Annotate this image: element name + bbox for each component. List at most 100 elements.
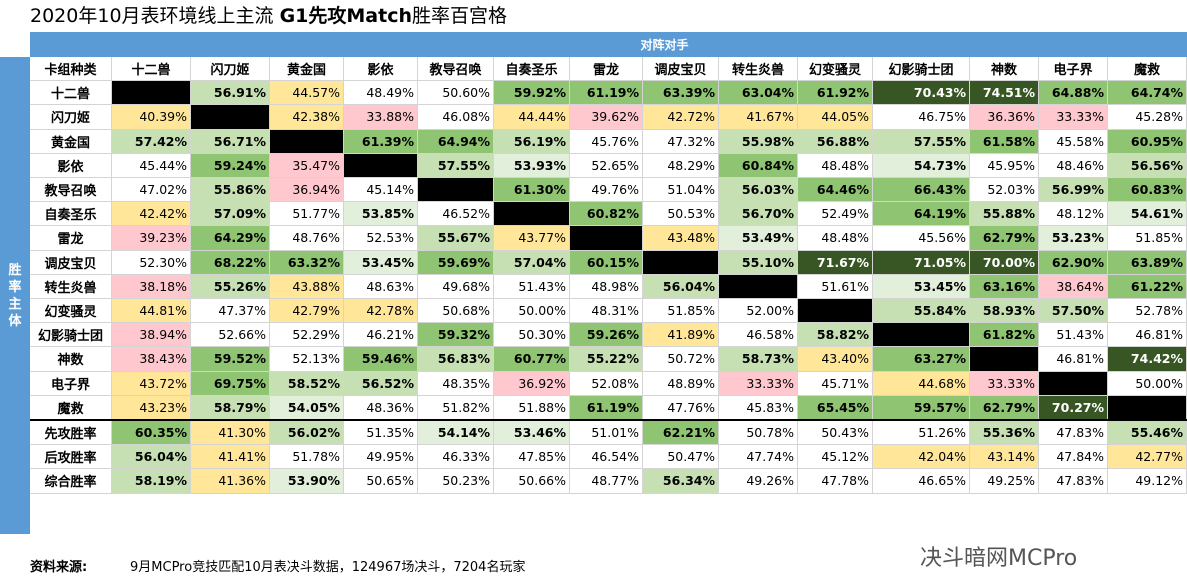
summary-cell: 50.43% <box>798 421 873 446</box>
winrate-cell: 63.39% <box>643 81 719 106</box>
column-header: 教导召唤 <box>418 57 494 82</box>
row-header: 调皮宝贝 <box>30 250 112 275</box>
winrate-cell: 46.81% <box>1039 347 1108 372</box>
summary-cell: 41.36% <box>191 469 270 494</box>
winrate-cell: 48.63% <box>344 274 418 299</box>
winrate-cell: 43.88% <box>270 274 344 299</box>
winrate-cell: 61.22% <box>1108 274 1187 299</box>
title-suffix: 胜率百宫格 <box>412 5 508 27</box>
winrate-cell: 56.70% <box>719 202 798 227</box>
footer-label: 资料来源: <box>30 560 88 575</box>
winrate-cell: 59.92% <box>494 81 570 106</box>
winrate-cell: 60.15% <box>570 250 643 275</box>
winrate-cell: 52.30% <box>112 250 191 275</box>
winrate-cell: 52.78% <box>1108 299 1187 324</box>
winrate-cell: 46.75% <box>873 105 970 130</box>
summary-cell: 49.26% <box>719 469 798 494</box>
winrate-cell: 47.37% <box>191 299 270 324</box>
winrate-cell: 53.49% <box>719 226 798 251</box>
winrate-cell: 59.24% <box>191 153 270 178</box>
winrate-cell: 43.48% <box>643 226 719 251</box>
winrate-cell: 42.42% <box>112 202 191 227</box>
summary-cell: 56.34% <box>643 469 719 494</box>
winrate-cell: 45.58% <box>1039 129 1108 154</box>
winrate-cell: 63.89% <box>1108 250 1187 275</box>
winrate-cell: 35.47% <box>270 153 344 178</box>
row-header: 十二兽 <box>30 81 112 106</box>
summary-cell: 51.01% <box>570 421 643 446</box>
winrate-cell: 59.32% <box>418 323 494 348</box>
summary-cell: 50.66% <box>494 469 570 494</box>
winrate-cell: 58.79% <box>191 395 270 420</box>
summary-cell: 55.36% <box>970 421 1039 446</box>
winrate-cell: 63.32% <box>270 250 344 275</box>
top-header-opponent: 对阵对手 <box>142 32 1187 57</box>
winrate-cell: 63.27% <box>873 347 970 372</box>
winrate-cell: 56.19% <box>494 129 570 154</box>
winrate-cell: 61.19% <box>570 395 643 420</box>
winrate-cell: 71.05% <box>873 250 970 275</box>
winrate-cell: 55.98% <box>719 129 798 154</box>
winrate-cell: 53.85% <box>344 202 418 227</box>
winrate-cell: 51.85% <box>643 299 719 324</box>
diagonal-cell <box>112 81 191 106</box>
winrate-cell: 48.98% <box>570 274 643 299</box>
winrate-cell: 41.89% <box>643 323 719 348</box>
winrate-cell: 51.04% <box>643 178 719 203</box>
summary-cell: 56.02% <box>270 421 344 446</box>
winrate-cell: 60.95% <box>1108 129 1187 154</box>
chart-title: 2020年10月表环境线上主流 G1先攻Match胜率百宫格 <box>30 0 1187 32</box>
winrate-cell: 44.81% <box>112 299 191 324</box>
summary-cell: 41.41% <box>191 445 270 470</box>
summary-cell: 51.26% <box>873 421 970 446</box>
winrate-cell: 68.22% <box>191 250 270 275</box>
side-header: 胜 率 主 体 <box>0 57 30 534</box>
summary-cell: 62.21% <box>643 421 719 446</box>
winrate-cell: 50.68% <box>418 299 494 324</box>
winrate-cell: 46.21% <box>344 323 418 348</box>
summary-cell: 46.65% <box>873 469 970 494</box>
winrate-cell: 59.69% <box>418 250 494 275</box>
row-header: 影依 <box>30 153 112 178</box>
winrate-cell: 47.76% <box>643 395 719 420</box>
winrate-cell: 59.46% <box>344 347 418 372</box>
summary-cell: 60.35% <box>112 421 191 446</box>
title-bold: G1先攻Match <box>279 5 412 27</box>
winrate-cell: 51.85% <box>1108 226 1187 251</box>
summary-cell: 51.78% <box>270 445 344 470</box>
side-header-char: 胜 <box>8 262 22 278</box>
summary-cell: 47.85% <box>494 445 570 470</box>
winrate-cell: 45.44% <box>112 153 191 178</box>
winrate-cell: 39.23% <box>112 226 191 251</box>
column-header: 转生炎兽 <box>719 57 798 82</box>
winrate-cell: 55.88% <box>970 202 1039 227</box>
diagonal-cell <box>570 226 643 251</box>
winrate-cell: 56.03% <box>719 178 798 203</box>
winrate-grid: 对阵对手 卡组种类 十二兽 闪刀姬 黄金国 影依 教导召唤 自奏圣乐 雷龙 调皮宝贝 转生炎兽 幻变… <box>30 32 1187 542</box>
winrate-cell: 60.84% <box>719 153 798 178</box>
summary-cell: 50.47% <box>643 445 719 470</box>
summary-cell: 49.25% <box>970 469 1039 494</box>
winrate-cell: 56.91% <box>191 81 270 106</box>
winrate-cell: 55.26% <box>191 274 270 299</box>
winrate-cell: 49.76% <box>570 178 643 203</box>
winrate-cell: 38.18% <box>112 274 191 299</box>
winrate-cell: 64.88% <box>1039 81 1108 106</box>
column-header: 十二兽 <box>112 57 191 82</box>
winrate-cell: 56.56% <box>1108 153 1187 178</box>
winrate-cell: 54.05% <box>270 395 344 420</box>
winrate-cell: 70.27% <box>1039 395 1108 420</box>
winrate-cell: 48.29% <box>643 153 719 178</box>
winrate-cell: 61.30% <box>494 178 570 203</box>
column-header: 黄金国 <box>270 57 344 82</box>
winrate-cell: 64.46% <box>798 178 873 203</box>
row-header: 雷龙 <box>30 226 112 251</box>
winrate-cell: 52.65% <box>570 153 643 178</box>
winrate-cell: 52.66% <box>191 323 270 348</box>
column-header: 雷龙 <box>570 57 643 82</box>
winrate-cell: 56.83% <box>418 347 494 372</box>
winrate-cell: 62.79% <box>970 226 1039 251</box>
winrate-cell: 55.10% <box>719 250 798 275</box>
title-prefix: 2020年10月表环境线上主流 <box>30 5 280 27</box>
winrate-cell: 38.43% <box>112 347 191 372</box>
